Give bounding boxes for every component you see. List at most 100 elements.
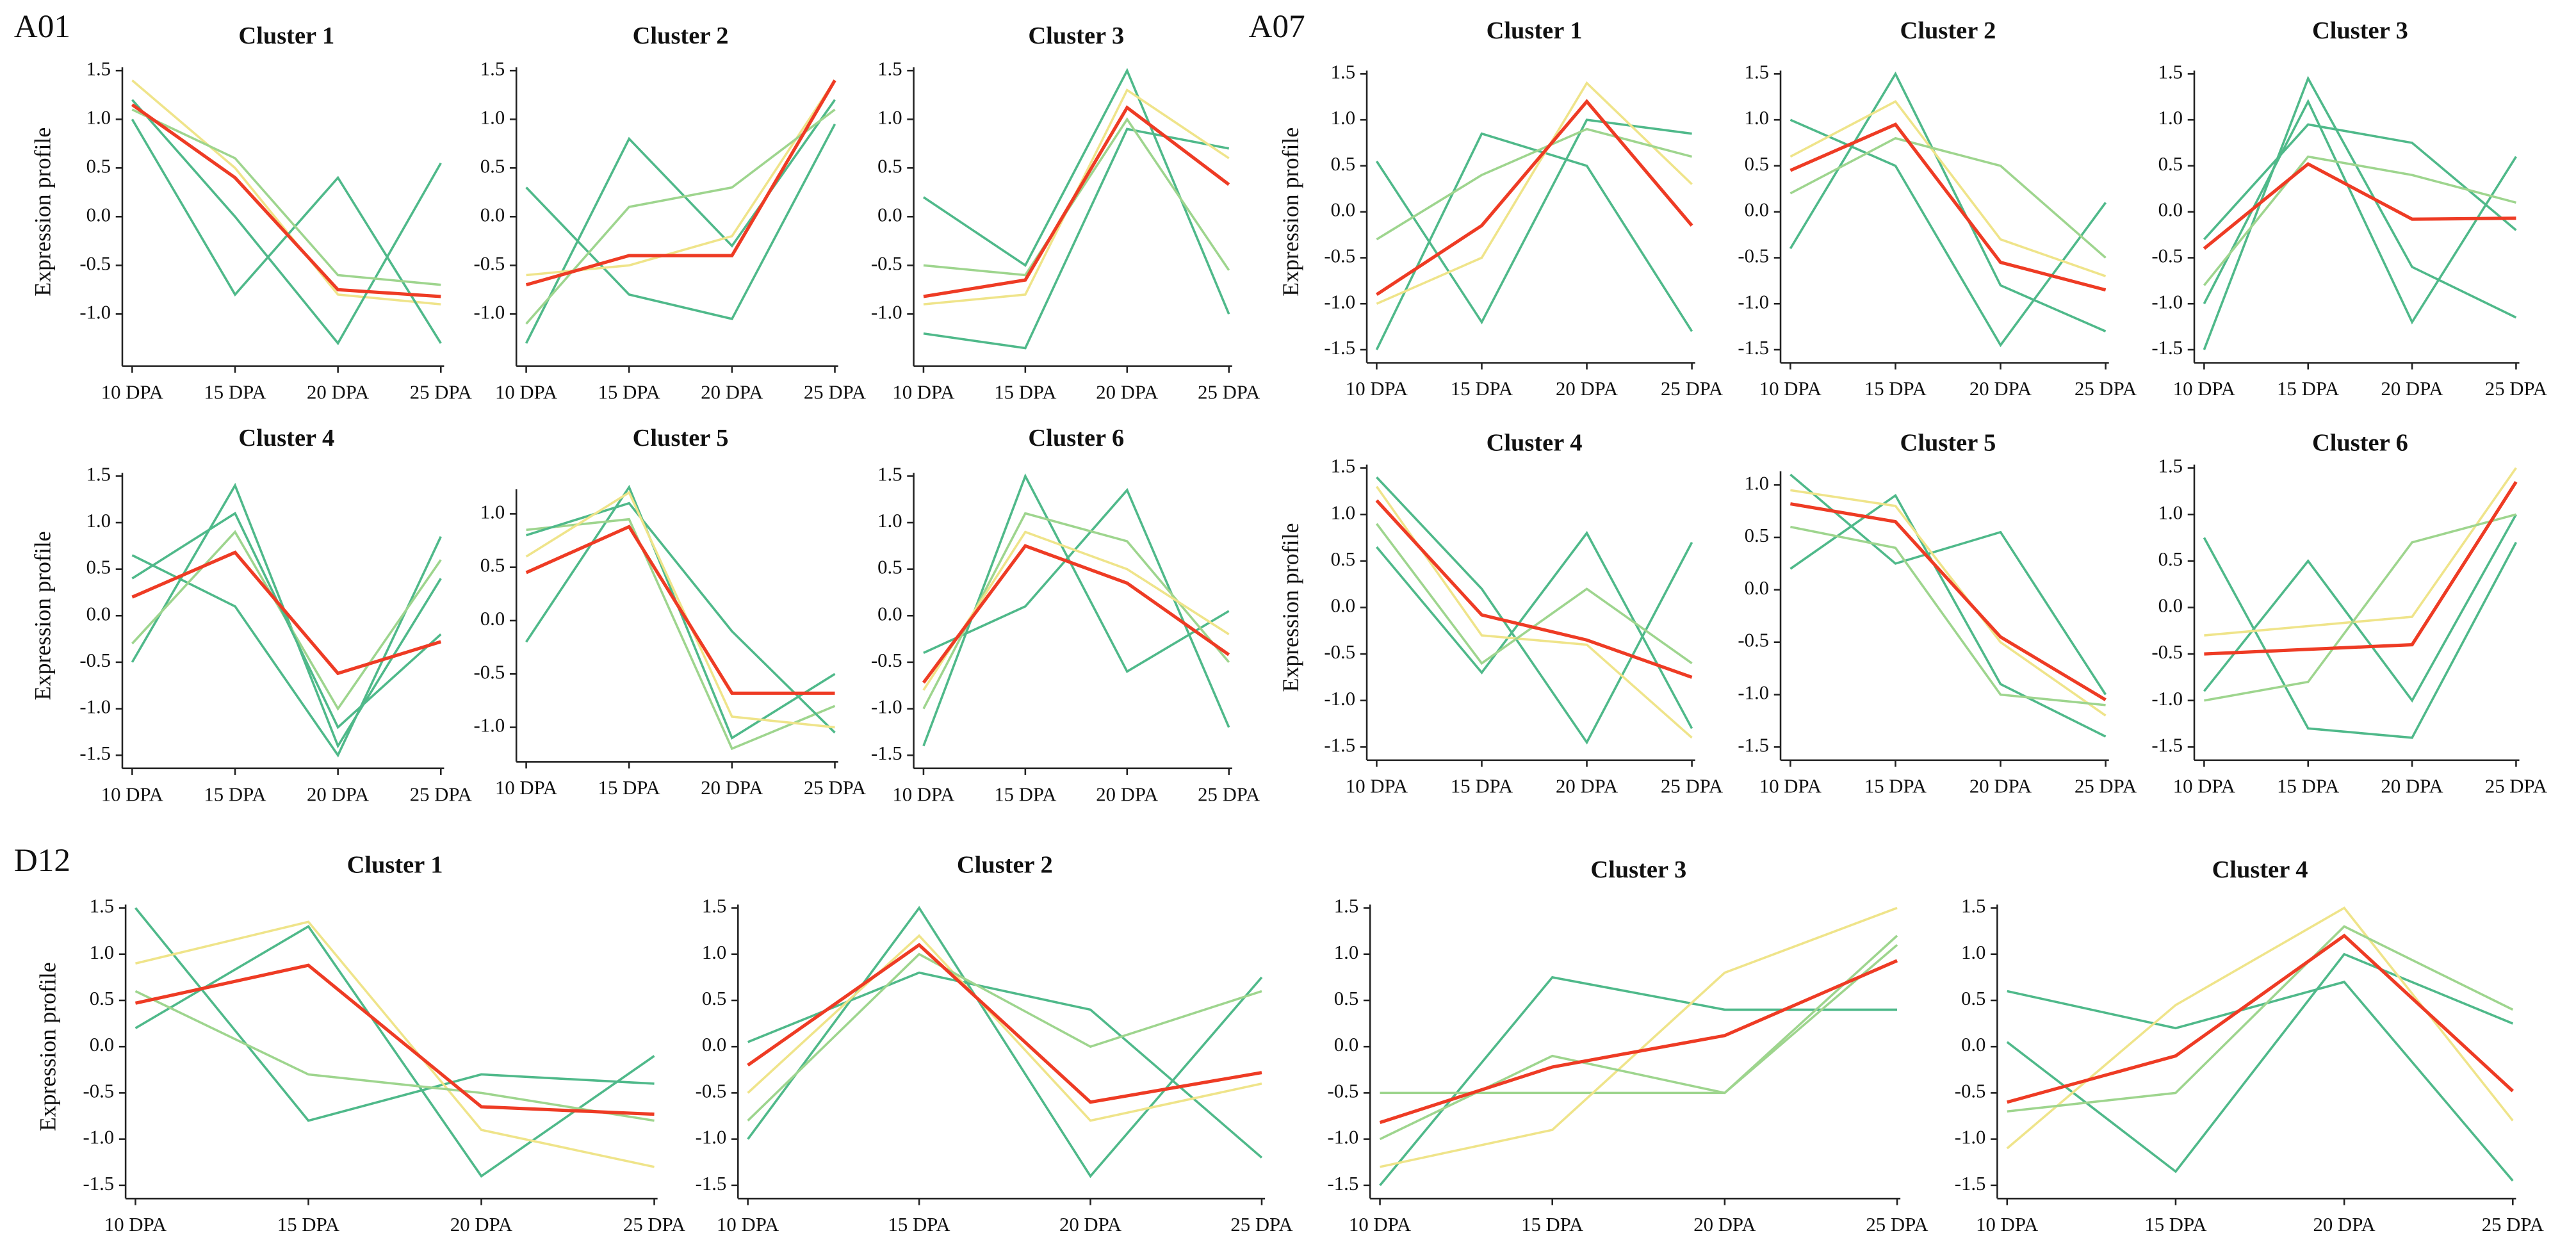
x-tick-label: 20 DPA [2313, 1214, 2376, 1236]
data-line [1789, 71, 2107, 332]
y-tick-label: -1.5 [871, 742, 902, 764]
y-tick-label: 0.0 [86, 603, 111, 624]
y-tick-label: -0.5 [474, 252, 505, 274]
y-tick-label: 0.0 [1745, 199, 1769, 221]
x-tick-label: 25 DPA [2075, 378, 2137, 400]
x-tick-label: 20 DPA [1096, 381, 1158, 403]
chart-title: Cluster 6 [2312, 430, 2408, 457]
x-tick-label: 25 DPA [623, 1214, 685, 1236]
y-tick-label: 0.5 [480, 155, 505, 177]
data-line [1790, 525, 2106, 706]
x-tick-label: 20 DPA [1969, 775, 2032, 797]
y-tick-label: -1.0 [83, 1127, 114, 1148]
x-tick-label: 20 DPA [1556, 775, 1618, 797]
x-tick-label: 20 DPA [307, 783, 369, 805]
data-line [1376, 81, 1693, 305]
x-tick-label: 10 DPA [1759, 775, 1822, 797]
y-tick-label: 1.0 [877, 510, 902, 532]
y-tick-label: -1.0 [696, 1127, 727, 1148]
y-tick-label: 0.0 [1334, 1034, 1358, 1056]
y-tick-label: 0.5 [1331, 548, 1355, 570]
y-tick-label: -1.0 [871, 301, 902, 323]
data-line [1789, 136, 2107, 259]
data-line [2203, 99, 2517, 325]
data-line [922, 512, 1230, 710]
y-tick-label: -1.5 [1738, 337, 1769, 359]
y-axis-label: Expression profile [1278, 523, 1303, 692]
y-tick-label: -1.5 [696, 1173, 727, 1195]
y-tick-label: 0.5 [2158, 548, 2183, 570]
y-tick-label: 1.0 [877, 106, 902, 128]
x-tick-label: 25 DPA [1661, 378, 1723, 400]
y-tick-label: -0.5 [1324, 245, 1355, 267]
data-line [2006, 952, 2513, 1173]
data-line [131, 99, 442, 346]
y-tick-label: 1.0 [90, 942, 114, 963]
chart-title: Cluster 2 [633, 22, 729, 49]
y-tick-label: -1.0 [79, 696, 111, 718]
x-tick-label: 25 DPA [1661, 775, 1723, 797]
data-line [747, 934, 1262, 1122]
x-tick-label: 15 DPA [204, 783, 266, 805]
y-tick-label: 1.5 [1745, 61, 1769, 83]
data-line [2204, 467, 2517, 637]
y-tick-label: -1.0 [1955, 1127, 1986, 1148]
x-tick-label: 20 DPA [2381, 378, 2443, 400]
y-tick-label: 0.5 [1745, 525, 1769, 546]
y-tick-label: -1.0 [1324, 688, 1355, 710]
data-line [922, 68, 1230, 315]
data-line [923, 105, 1230, 298]
data-line [1375, 132, 1693, 350]
x-tick-label: 25 DPA [1866, 1214, 1928, 1236]
data-line [131, 482, 442, 749]
data-line [1789, 100, 2107, 277]
data-line [923, 487, 1230, 728]
y-tick-label: -1.5 [83, 1173, 114, 1195]
y-tick-label: 0.0 [1961, 1034, 1985, 1056]
x-tick-label: 10 DPA [101, 783, 163, 805]
chart-title: Cluster 3 [1028, 22, 1124, 49]
chart-title: Cluster 2 [1900, 17, 1996, 44]
x-tick-label: 25 DPA [2482, 1214, 2544, 1236]
y-tick-label: -0.5 [871, 252, 902, 274]
data-line [131, 108, 441, 286]
y-tick-label: -1.0 [2151, 688, 2183, 710]
y-tick-label: 1.5 [702, 895, 726, 917]
data-line [131, 536, 442, 758]
x-tick-label: 15 DPA [1451, 775, 1513, 797]
data-line [747, 906, 1263, 1179]
data-line [2007, 933, 2515, 1104]
chart-title: Cluster 4 [238, 425, 334, 452]
x-tick-label: 15 DPA [994, 381, 1056, 403]
data-line [922, 544, 1230, 684]
data-line [1376, 127, 1693, 241]
x-tick-label: 10 DPA [101, 381, 163, 403]
y-tick-label: -1.0 [1328, 1127, 1359, 1148]
y-tick-label: 1.0 [702, 942, 726, 963]
data-line [135, 963, 655, 1116]
group-label: A01 [14, 8, 70, 45]
data-line [1380, 934, 1898, 1095]
y-tick-label: 0.5 [877, 155, 902, 177]
data-line [2203, 161, 2516, 250]
chart-title: Cluster 4 [1487, 430, 1583, 457]
y-tick-label: 1.0 [1745, 107, 1769, 129]
x-tick-label: 10 DPA [1349, 1214, 1411, 1236]
x-tick-label: 10 DPA [1976, 1214, 2038, 1236]
y-tick-label: -1.5 [1328, 1173, 1359, 1195]
x-tick-label: 20 DPA [307, 381, 369, 403]
x-tick-label: 15 DPA [2277, 378, 2339, 400]
x-tick-label: 10 DPA [1346, 775, 1408, 797]
data-line [2203, 155, 2516, 286]
y-tick-label: 1.5 [1331, 61, 1355, 83]
data-line [135, 925, 655, 1178]
x-tick-label: 15 DPA [1864, 775, 1927, 797]
y-tick-label: -1.5 [2151, 337, 2183, 359]
x-tick-label: 20 DPA [2381, 775, 2443, 797]
data-line [2203, 76, 2517, 350]
x-tick-label: 15 DPA [1451, 378, 1513, 400]
y-tick-label: 1.0 [2158, 502, 2183, 523]
y-tick-label: 0.0 [1331, 199, 1355, 221]
y-tick-label: 1.5 [86, 463, 111, 485]
